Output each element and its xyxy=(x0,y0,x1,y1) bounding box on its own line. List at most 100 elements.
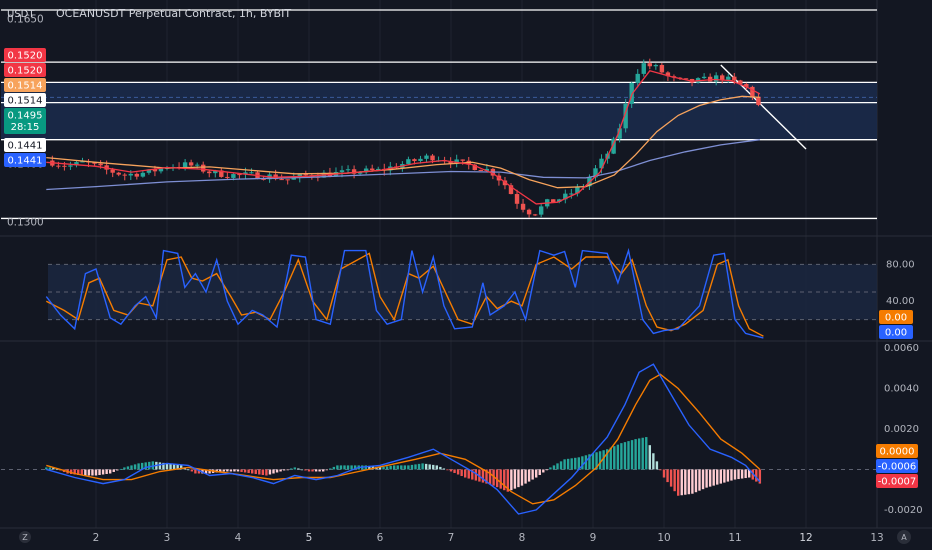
time-axis-tick: 6 xyxy=(377,532,384,544)
candle-body xyxy=(357,172,363,174)
macd-hist-bar xyxy=(94,469,98,476)
candle-body xyxy=(92,162,97,164)
price-badge-label: 0.1514 xyxy=(8,96,43,107)
candle-body xyxy=(62,165,67,167)
support-zone xyxy=(1,82,877,140)
macd-hist-bar xyxy=(393,465,396,470)
candle-body xyxy=(249,172,254,174)
macd-hist-bar xyxy=(133,464,137,470)
price-badge-label: 0.1441 xyxy=(8,141,43,152)
macd-hist-bar xyxy=(613,446,616,470)
macd-hist-bar xyxy=(403,465,407,470)
candle-body xyxy=(726,76,731,80)
macd-axis-tick: 0.0040 xyxy=(884,384,919,395)
price-badge-bg xyxy=(4,63,46,77)
macd-hist-bar xyxy=(666,469,669,483)
macd-hist-bar xyxy=(634,439,637,470)
macd-hist-bar xyxy=(574,457,577,470)
macd-hist-bar xyxy=(712,469,715,486)
macd-hist-bar xyxy=(229,469,233,472)
candle-body xyxy=(744,83,749,87)
macd-hist-bar xyxy=(297,468,300,470)
price-badge-label: 0.1495 xyxy=(8,111,43,122)
candle-body xyxy=(231,174,236,178)
price-badge: 0.1520 xyxy=(4,48,46,62)
candle-body xyxy=(182,162,188,168)
candle-body xyxy=(219,170,224,177)
auto-scale-icon xyxy=(897,530,911,544)
macd-hist-bar xyxy=(673,469,676,492)
candle-body xyxy=(406,159,411,165)
macd-hist-bar xyxy=(52,467,55,470)
candle-body xyxy=(569,193,574,195)
candle-body xyxy=(243,172,248,175)
macd-hist-bar xyxy=(279,469,282,472)
candle-body xyxy=(98,163,103,166)
candle-body xyxy=(617,128,622,139)
macd-hist-bar xyxy=(353,465,357,470)
macd-hist-bar xyxy=(755,469,758,482)
macd-hist-bar xyxy=(620,443,623,470)
price-badge-bg xyxy=(4,48,46,62)
price-badge-bg xyxy=(4,108,46,134)
macd-hist-bar xyxy=(627,441,630,470)
macd-hist-bar xyxy=(322,469,325,472)
macd-hist-bar xyxy=(240,469,243,472)
time-axis-tick: 12 xyxy=(799,532,812,544)
macd-hist-bar xyxy=(73,469,76,475)
macd-hist-bar xyxy=(410,464,414,470)
macd-hist-bar xyxy=(488,469,492,485)
macd-hist-bar xyxy=(527,469,531,482)
macd-hist-bar xyxy=(272,469,275,474)
macd-hist-bar xyxy=(172,464,176,470)
price-badge-label: 0.1520 xyxy=(8,66,43,77)
macd-hist-bar xyxy=(329,468,332,470)
macd-hist-bar xyxy=(307,469,311,472)
macd-hist-bar xyxy=(169,463,172,470)
macd-hist-bar xyxy=(556,463,559,470)
macd-hist-bar xyxy=(531,469,534,480)
candle-body xyxy=(345,169,351,171)
macd-hist-bar xyxy=(400,465,403,470)
candle-body xyxy=(623,103,628,129)
candle-body xyxy=(538,206,544,215)
candle-body xyxy=(207,171,212,174)
macd-hist-bar xyxy=(726,469,730,482)
macd-hist-bar xyxy=(254,469,257,474)
macd-hist-bar xyxy=(407,465,410,470)
candle-body xyxy=(701,76,707,79)
price-badge-bg xyxy=(4,153,46,167)
candle-body xyxy=(146,169,152,173)
price-badge-label: 0.1520 xyxy=(8,51,43,62)
macd-hist-bar xyxy=(655,461,659,470)
candle-body xyxy=(339,170,345,173)
candle-body xyxy=(128,173,133,176)
price-badge-bg xyxy=(4,78,46,92)
macd-badge-label: -0.0007 xyxy=(878,477,917,488)
macd-hist-bar xyxy=(641,437,644,470)
macd-hist-bar xyxy=(251,469,254,474)
macd-hist-bar xyxy=(414,464,417,470)
macd-hist-bar xyxy=(350,465,353,470)
macd-hist-bar xyxy=(694,469,698,493)
ma-fast-line xyxy=(46,70,761,205)
chart-title: OCEANUSDT Perpetual Contract, 1h, BYBIT xyxy=(56,7,291,20)
price-badge: 0.1514 xyxy=(4,93,46,107)
macd-hist-bar xyxy=(503,469,506,491)
macd-hist-bar xyxy=(396,465,399,470)
macd-hist-bar xyxy=(144,462,147,470)
time-axis-tick: 8 xyxy=(519,532,526,544)
macd-hist-bar xyxy=(748,469,751,478)
macd-hist-bar xyxy=(467,469,470,479)
macd-hist-bar xyxy=(339,465,343,470)
macd-hist-bar xyxy=(563,459,566,470)
macd-hist-bar xyxy=(570,458,573,470)
time-axis-tick: 9 xyxy=(590,532,597,544)
macd-signal-line xyxy=(46,373,761,505)
macd-hist-bar xyxy=(105,469,108,474)
candle-body xyxy=(460,159,465,161)
macd-hist-bar xyxy=(637,438,641,470)
candle-body xyxy=(363,168,369,173)
macd-hist-bar xyxy=(730,469,733,481)
